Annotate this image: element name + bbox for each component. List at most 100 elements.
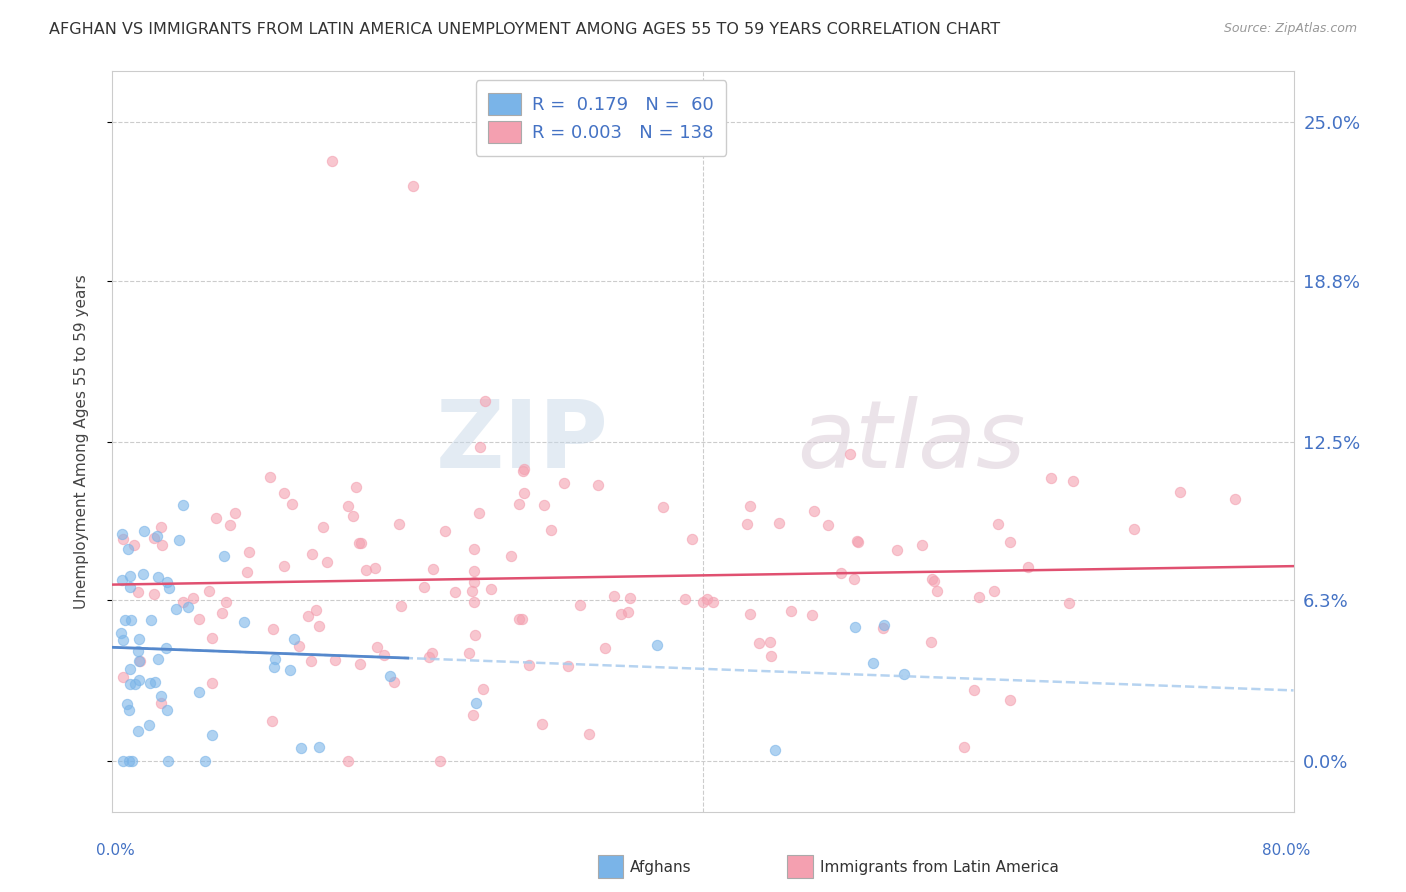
Point <box>156 703 179 717</box>
Point <box>472 681 495 696</box>
Point <box>364 560 387 574</box>
Point <box>780 604 803 618</box>
Point <box>586 477 609 491</box>
Point <box>118 580 141 594</box>
Point <box>758 635 780 649</box>
Point <box>998 693 1021 707</box>
Point <box>517 657 540 672</box>
Point <box>215 595 238 609</box>
Point <box>142 587 165 601</box>
Point <box>619 591 641 605</box>
Point <box>337 754 360 768</box>
Point <box>212 549 235 564</box>
Point <box>172 595 194 609</box>
Point <box>924 574 946 588</box>
Point <box>513 486 536 500</box>
Point <box>413 580 436 594</box>
Point <box>349 657 371 672</box>
Point <box>273 486 295 500</box>
Point <box>920 635 942 649</box>
Point <box>117 541 139 556</box>
Point <box>422 562 444 576</box>
Point <box>463 574 485 589</box>
Point <box>181 591 204 606</box>
Point <box>380 669 402 683</box>
Point <box>263 660 285 674</box>
Point <box>288 639 311 653</box>
Point <box>111 527 134 541</box>
Point <box>844 620 866 634</box>
Point <box>128 673 150 687</box>
Point <box>1040 471 1063 485</box>
Point <box>273 558 295 573</box>
Point <box>172 499 194 513</box>
Point <box>873 617 896 632</box>
Point <box>127 584 149 599</box>
Point <box>761 648 783 663</box>
Point <box>595 641 617 656</box>
Point <box>987 517 1010 532</box>
Point <box>817 518 839 533</box>
Point <box>219 518 242 533</box>
Text: Immigrants from Latin America: Immigrants from Latin America <box>820 860 1059 874</box>
Point <box>146 569 169 583</box>
Point <box>138 718 160 732</box>
Point <box>260 714 283 728</box>
Point <box>893 666 915 681</box>
Point <box>429 754 451 768</box>
Text: 80.0%: 80.0% <box>1263 843 1310 858</box>
Point <box>553 475 575 490</box>
Point <box>603 589 626 603</box>
Point <box>696 592 718 607</box>
Point <box>238 545 260 559</box>
Point <box>281 497 304 511</box>
Point <box>501 549 523 564</box>
Point <box>197 583 219 598</box>
Y-axis label: Unemployment Among Ages 55 to 59 years: Unemployment Among Ages 55 to 59 years <box>75 274 89 609</box>
Point <box>702 595 724 609</box>
Text: 0.0%: 0.0% <box>96 843 135 858</box>
Point <box>464 628 486 642</box>
Point <box>290 740 312 755</box>
Point <box>128 655 150 669</box>
Point <box>737 516 759 531</box>
Point <box>155 641 177 656</box>
Point <box>373 648 395 662</box>
Point <box>530 716 553 731</box>
Point <box>124 676 146 690</box>
Point <box>117 703 139 717</box>
Point <box>259 470 281 484</box>
Point <box>112 632 135 647</box>
Point <box>461 583 484 598</box>
Point <box>738 500 761 514</box>
Point <box>434 524 457 538</box>
Point <box>510 612 533 626</box>
Text: Afghans: Afghans <box>630 860 692 874</box>
Point <box>830 566 852 581</box>
Point <box>143 674 166 689</box>
Point <box>188 685 211 699</box>
Point <box>1017 559 1039 574</box>
Point <box>872 621 894 635</box>
Point <box>321 153 343 168</box>
Point <box>463 541 485 556</box>
Point <box>110 626 132 640</box>
Point <box>344 480 367 494</box>
Point <box>925 583 948 598</box>
Point <box>384 675 406 690</box>
Point <box>297 609 319 624</box>
Point <box>967 590 990 604</box>
Point <box>647 639 669 653</box>
Point <box>120 677 142 691</box>
Point <box>763 743 786 757</box>
Point <box>354 563 377 577</box>
Point <box>308 739 330 754</box>
Point <box>120 613 142 627</box>
Point <box>111 670 134 684</box>
Point <box>201 676 224 690</box>
Point <box>111 533 134 547</box>
Point <box>513 462 536 476</box>
Text: atlas: atlas <box>797 396 1026 487</box>
Point <box>111 754 134 768</box>
Point <box>568 599 591 613</box>
